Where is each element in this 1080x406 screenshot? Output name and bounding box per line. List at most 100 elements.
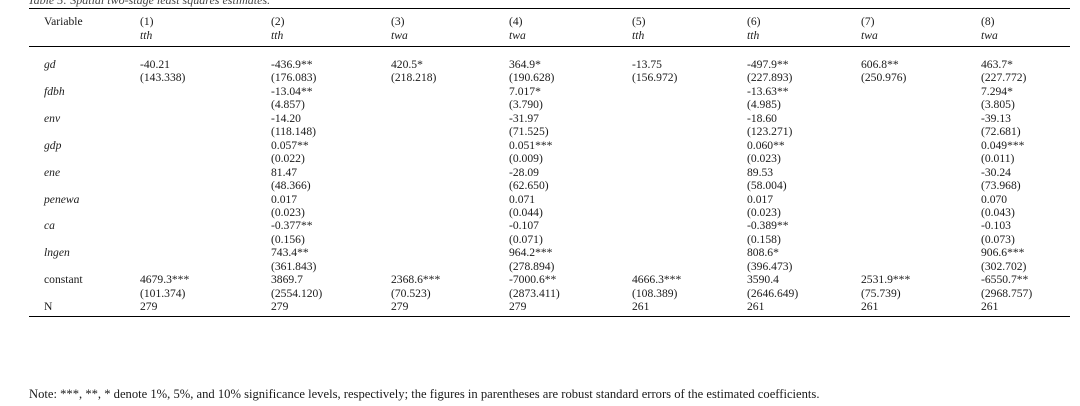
- standard-error-cell: (218.218): [391, 71, 437, 85]
- coefficient-cell: 3869.7: [271, 273, 303, 287]
- observations-label: N: [44, 300, 53, 314]
- coefficient-cell: -497.9**: [747, 58, 789, 71]
- coefficient-cell: -39.13: [981, 111, 1011, 125]
- observations-cell: 279: [391, 300, 409, 314]
- standard-error-cell: (2968.757): [981, 286, 1033, 300]
- header-dependent-variable: tth: [271, 29, 284, 42]
- coefficient-cell: 3590.4: [747, 273, 779, 287]
- standard-error-cell: (0.158): [747, 232, 781, 246]
- standard-error-cell: (4.985): [747, 98, 781, 112]
- standard-error-cell: (71.525): [509, 125, 549, 139]
- standard-error-cell: (190.628): [509, 71, 555, 85]
- variable-name: env: [44, 111, 61, 125]
- bottom-rule: [29, 315, 1070, 317]
- coefficient-cell: -18.60: [747, 111, 777, 125]
- standard-error-cell: (3.790): [509, 98, 543, 112]
- standard-error-cell: (62.650): [509, 179, 549, 193]
- coefficient-cell: 606.8**: [861, 58, 899, 71]
- coefficient-cell: -0.107: [509, 219, 539, 233]
- observations-cell: 279: [271, 300, 289, 314]
- coefficient-cell: 7.294*: [981, 84, 1013, 98]
- header-dependent-variable: twa: [391, 29, 408, 42]
- standard-error-cell: (176.083): [271, 71, 317, 85]
- observations-cell: 279: [509, 300, 527, 314]
- coefficient-cell: 0.017: [271, 192, 298, 206]
- header-column-number: (7): [861, 15, 875, 28]
- coefficient-cell: -7000.6**: [509, 273, 557, 287]
- coefficient-cell: -0.377**: [271, 219, 313, 233]
- standard-error-cell: (0.043): [981, 205, 1015, 219]
- coefficient-cell: -28.09: [509, 165, 539, 179]
- standard-error-cell: (0.156): [271, 232, 305, 246]
- coefficient-cell: -6550.7**: [981, 273, 1029, 287]
- coefficient-cell: 964.2***: [509, 246, 553, 260]
- coefficient-cell: 2531.9***: [861, 273, 911, 287]
- observations-cell: 279: [140, 300, 158, 314]
- coefficient-cell: 4679.3***: [140, 273, 190, 287]
- coefficient-cell: 743.4**: [271, 246, 309, 260]
- standard-error-cell: (48.366): [271, 179, 311, 193]
- coefficient-cell: -0.389**: [747, 219, 789, 233]
- standard-error-cell: (0.009): [509, 152, 543, 166]
- coefficient-cell: -13.04**: [271, 84, 313, 98]
- coefficient-cell: -31.97: [509, 111, 539, 125]
- standard-error-cell: (0.071): [509, 232, 543, 246]
- standard-error-cell: (72.681): [981, 125, 1021, 139]
- coefficient-cell: 89.53: [747, 165, 774, 179]
- coefficient-cell: 0.060**: [747, 138, 785, 152]
- coefficient-cell: 364.9*: [509, 58, 541, 71]
- standard-error-cell: (156.972): [632, 71, 678, 85]
- coefficient-cell: 463.7*: [981, 58, 1013, 71]
- coefficient-cell: 4666.3***: [632, 273, 682, 287]
- variable-name: ene: [44, 165, 61, 179]
- coefficient-cell: -13.75: [632, 58, 662, 71]
- standard-error-cell: (0.023): [747, 205, 781, 219]
- variable-name: fdbh: [44, 84, 65, 98]
- coefficient-cell: 0.049***: [981, 138, 1025, 152]
- coefficient-cell: -436.9**: [271, 58, 313, 71]
- header-column-number: (5): [632, 15, 646, 28]
- coefficient-cell: 0.057**: [271, 138, 309, 152]
- variable-name: ca: [44, 219, 55, 233]
- header-dependent-variable: twa: [861, 29, 878, 42]
- standard-error-cell: (73.968): [981, 179, 1021, 193]
- header-rule: [29, 46, 1070, 47]
- observations-cell: 261: [981, 300, 999, 314]
- coefficient-cell: -0.103: [981, 219, 1011, 233]
- coefficient-cell: 808.6*: [747, 246, 779, 260]
- variable-name: gdp: [44, 138, 62, 152]
- coefficient-cell: -14.20: [271, 111, 301, 125]
- header-dependent-variable: twa: [981, 29, 998, 42]
- header-dependent-variable: tth: [140, 29, 153, 42]
- standard-error-cell: (123.271): [747, 125, 793, 139]
- header-dependent-variable: tth: [632, 29, 645, 42]
- observations-cell: 261: [861, 300, 879, 314]
- header-column-number: (1): [140, 15, 154, 28]
- standard-error-cell: (143.338): [140, 71, 186, 85]
- standard-error-cell: (227.772): [981, 71, 1027, 85]
- coefficient-cell: -40.21: [140, 58, 170, 71]
- coefficient-cell: 906.6***: [981, 246, 1025, 260]
- coefficient-cell: 0.051***: [509, 138, 553, 152]
- standard-error-cell: (70.523): [391, 286, 431, 300]
- coefficient-cell: -13.63**: [747, 84, 789, 98]
- header-column-number: (3): [391, 15, 405, 28]
- standard-error-cell: (108.389): [632, 286, 678, 300]
- header-dependent-variable: twa: [509, 29, 526, 42]
- standard-error-cell: (0.023): [747, 152, 781, 166]
- coefficient-cell: 2368.6***: [391, 273, 441, 287]
- header-column-number: (4): [509, 15, 523, 28]
- standard-error-cell: (361.843): [271, 259, 317, 273]
- variable-name: lngen: [44, 246, 70, 260]
- standard-error-cell: (302.702): [981, 259, 1027, 273]
- standard-error-cell: (75.739): [861, 286, 901, 300]
- table-note: Note: ***, **, * denote 1%, 5%, and 10% …: [29, 387, 820, 401]
- standard-error-cell: (278.894): [509, 259, 555, 273]
- standard-error-cell: (58.004): [747, 179, 787, 193]
- standard-error-cell: (3.805): [981, 98, 1015, 112]
- header-column-number: (6): [747, 15, 761, 28]
- standard-error-cell: (0.022): [271, 152, 305, 166]
- standard-error-cell: (101.374): [140, 286, 186, 300]
- coefficient-cell: 0.017: [747, 192, 774, 206]
- observations-cell: 261: [632, 300, 650, 314]
